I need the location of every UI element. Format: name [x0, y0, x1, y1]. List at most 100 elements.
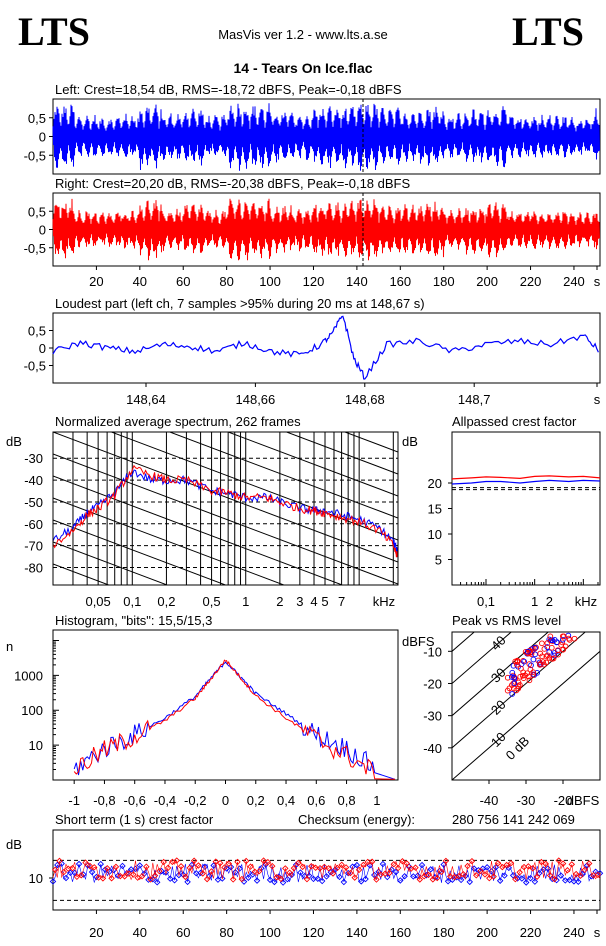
spectrum-slope-line — [285, 432, 398, 475]
spectrum-slope-line — [53, 541, 169, 585]
short-term-crest-point — [82, 859, 89, 866]
loudest-xtick-label: 148,68 — [345, 392, 385, 407]
spectrum-slope-line — [53, 453, 398, 585]
spectrum-title: Normalized average spectrum, 262 frames — [55, 414, 301, 429]
spectrum-slope-line — [53, 563, 111, 585]
short-term-crest-point — [553, 876, 560, 884]
short-term-crest-point — [557, 872, 565, 879]
right-waveform-ytick-label: -0,5 — [24, 241, 46, 256]
short-term-crest-point — [97, 860, 104, 868]
short-term-crest-point — [286, 869, 293, 876]
time-axis-label: 200 — [476, 274, 498, 289]
short-term-crest-ylabel: dB — [6, 837, 22, 852]
peak-rms-point — [549, 656, 556, 662]
peak-rms-point — [539, 640, 545, 647]
peak-rms-point — [559, 639, 566, 646]
short-term-crest-point — [533, 873, 541, 880]
peak-rms-point — [517, 673, 524, 680]
peak-rms-point — [519, 672, 526, 679]
short-term-crest-point — [238, 875, 246, 883]
short-term-crest-point — [182, 873, 189, 881]
short-term-crest-point — [162, 869, 170, 876]
peak-rms-point — [537, 650, 544, 657]
short-term-crest-point — [312, 864, 319, 872]
peak-rms-ytick-label: -40 — [423, 741, 442, 756]
peak-rms-point — [515, 683, 522, 689]
short-term-crest-point — [49, 878, 57, 885]
left-waveform-title: Left: Crest=18,54 dB, RMS=-18,72 dBFS, P… — [55, 82, 402, 97]
peak-rms-point — [518, 665, 524, 672]
short-term-crest-point — [323, 873, 330, 880]
short-term-crest-point — [245, 874, 252, 881]
short-term-crest-point — [186, 864, 193, 872]
short-term-crest-point — [559, 860, 567, 867]
short-term-crest-point — [522, 879, 530, 886]
short-term-crest-point — [260, 857, 267, 864]
short-term-crest-point — [88, 868, 96, 876]
short-term-crest-point — [86, 862, 94, 870]
peak-rms-point — [504, 674, 511, 681]
peak-rms-ytick-label: -30 — [423, 709, 442, 724]
peak-rms-point — [515, 685, 522, 692]
short-term-crest-point — [329, 870, 337, 877]
short-term-crest-point — [166, 875, 174, 882]
short-term-crest-point — [588, 873, 595, 880]
peak-rms-crest-line — [452, 650, 600, 780]
peak-rms-xtick-label: -30 — [517, 793, 536, 808]
short-term-crest-point — [570, 878, 578, 885]
short-term-crest-point — [62, 874, 70, 882]
loudest-ytick-label: 0,5 — [28, 324, 46, 339]
short-term-crest-point — [512, 875, 519, 883]
histogram-title: Histogram, "bits": 15,5/15,3 — [55, 613, 213, 628]
short-term-crest-point — [160, 858, 167, 866]
peak-rms-xtick-label: -40 — [480, 793, 499, 808]
spectrum-slope-line — [53, 432, 398, 563]
short-term-crest-point — [310, 875, 317, 883]
short-term-crest-point — [457, 876, 465, 884]
short-term-crest-point — [442, 857, 450, 865]
short-term-crest-point — [232, 869, 239, 876]
left-waveform-ytick-label: 0 — [39, 130, 46, 145]
short-term-crest-point — [153, 879, 161, 886]
time-axis-label: 140 — [346, 274, 368, 289]
histogram-xtick-label: -0,2 — [184, 793, 206, 808]
right-waveform-signal — [52, 198, 600, 261]
short-term-crest-point — [334, 864, 341, 872]
app-title: MasVis ver 1.2 - www.lts.a.se — [218, 27, 388, 42]
short-term-crest-point — [299, 863, 306, 871]
short-term-crest-xtick-label: 200 — [476, 925, 498, 940]
time-axis-label: 120 — [303, 274, 325, 289]
short-term-crest-point — [585, 860, 593, 867]
histogram-xtick-label: 0,2 — [247, 793, 265, 808]
short-term-crest-point — [401, 873, 408, 880]
short-term-crest-point — [525, 863, 532, 870]
short-term-crest-point — [473, 872, 480, 879]
histogram-series-right — [73, 659, 396, 780]
short-term-crest-point — [51, 866, 59, 874]
peak-rms-point — [546, 655, 553, 661]
time-axis-label: 240 — [563, 274, 585, 289]
short-term-crest-point — [392, 868, 400, 876]
peak-rms-point — [524, 670, 531, 677]
spectrum-frame — [52, 431, 399, 586]
short-term-crest-point — [297, 869, 304, 876]
peak-rms-point — [528, 662, 534, 669]
short-term-crest-point — [544, 865, 552, 872]
spectrum-xtick-label: 0,1 — [123, 594, 141, 609]
peak-rms-point — [514, 661, 520, 668]
short-term-crest-point — [318, 877, 326, 885]
histogram-xtick-label: -1 — [68, 793, 80, 808]
peak-rms-point — [532, 644, 538, 651]
short-term-crest-point — [56, 857, 63, 865]
short-term-crest-xtick-label: 100 — [259, 925, 281, 940]
short-term-crest-point — [253, 877, 261, 884]
peak-rms-point — [526, 677, 533, 684]
short-term-crest-point — [364, 858, 371, 866]
short-term-crest-point — [77, 872, 85, 879]
file-name: 14 - Tears On Ice.flac — [233, 60, 373, 76]
short-term-crest-point — [203, 875, 211, 883]
short-term-crest-point — [499, 863, 506, 871]
crest-factor-title: Allpassed crest factor — [452, 414, 577, 429]
short-term-crest-point — [308, 862, 315, 870]
